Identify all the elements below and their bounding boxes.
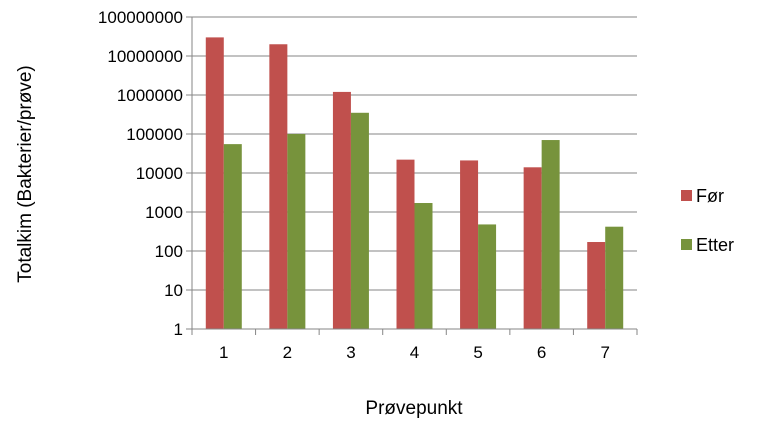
x-axis-title: Prøvepunkt xyxy=(365,398,463,419)
bar-series-1-cat-3 xyxy=(332,91,351,330)
legend-label: Før xyxy=(696,186,724,206)
bar-series-2-cat-7 xyxy=(605,226,624,329)
legend: Før Etter xyxy=(681,186,734,255)
y-tick-label: 1000 xyxy=(145,203,183,222)
bar-series-1-cat-7 xyxy=(587,242,606,329)
x-tick-label: 1 xyxy=(219,343,228,362)
bar-series-2-cat-2 xyxy=(287,134,306,329)
legend-label: Etter xyxy=(696,235,734,255)
bar-series-2-cat-5 xyxy=(478,224,497,329)
y-axis-title: Totalkim (Bakterier/prøve) xyxy=(15,65,36,283)
bar-series-2-cat-1 xyxy=(223,144,242,329)
bar-series-2-cat-3 xyxy=(350,112,369,330)
bar-series-1-cat-2 xyxy=(269,44,288,330)
bar-series-1-cat-5 xyxy=(460,160,479,329)
bar-series-2-cat-6 xyxy=(541,140,560,329)
bar-series-1-cat-4 xyxy=(396,159,415,329)
bar-series-2-cat-4 xyxy=(414,203,433,329)
legend-swatch xyxy=(681,190,692,201)
y-tick-label: 100000000 xyxy=(98,8,183,27)
bar-series-1-cat-6 xyxy=(523,167,542,329)
axes: 1 10 100 1000 10000 100000 1000000 10000000 1000… xyxy=(98,8,638,362)
y-tick-label: 10000 xyxy=(136,164,183,183)
x-tick-label: 4 xyxy=(410,343,419,362)
x-tick-label: 2 xyxy=(283,343,292,362)
y-tick-label: 10 xyxy=(164,281,183,300)
x-tick-label: 7 xyxy=(600,343,609,362)
y-tick-label: 100000 xyxy=(126,125,183,144)
bar-series-1-cat-1 xyxy=(205,37,224,329)
legend-swatch xyxy=(681,239,692,250)
x-tick-label: 3 xyxy=(346,343,355,362)
y-tick-label: 1 xyxy=(174,320,183,339)
x-tick-label: 6 xyxy=(537,343,546,362)
y-tick-label: 1000000 xyxy=(117,86,183,105)
y-tick-label: 100 xyxy=(155,242,183,261)
bars xyxy=(205,37,624,330)
x-tick-label: 5 xyxy=(473,343,482,362)
y-tick-label: 10000000 xyxy=(107,47,183,66)
